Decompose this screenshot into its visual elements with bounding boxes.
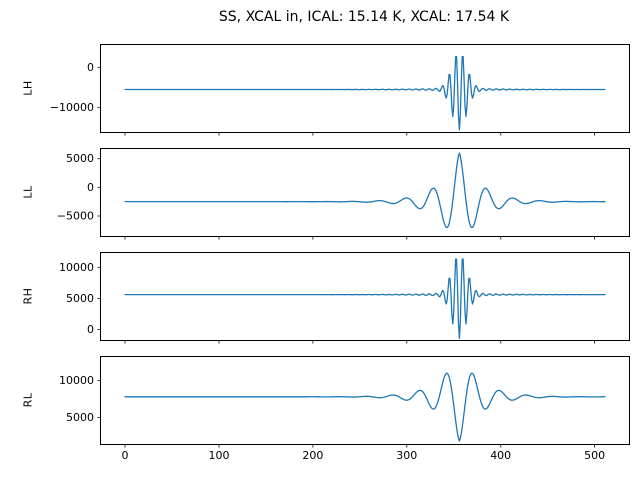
x-tick-label: 300 [396, 449, 417, 462]
waveform-line [124, 55, 606, 131]
x-tick-label: 200 [302, 449, 323, 462]
y-tick-label: 5000 [66, 411, 94, 424]
y-tick-label: −5000 [57, 210, 94, 223]
axes-ll: −5000 0 5000 [57, 148, 630, 240]
y-tick-label: 10000 [59, 261, 94, 274]
waveform-plot-rh: 0 5000 10000 [59, 258, 606, 344]
subplot-ll: LL −5000 0 5000 [0, 148, 640, 240]
axes-rl: 5000 10000 0 100 200 300 400 500 [59, 356, 630, 462]
subplot-lh: LH −10000 0 [0, 44, 640, 136]
y-axis-label-ll: LL [21, 184, 35, 199]
axes-lh: −10000 0 [50, 44, 630, 136]
y-tick-label: 5000 [66, 152, 94, 165]
x-tick-label: 400 [490, 449, 511, 462]
waveform-line [124, 372, 606, 442]
y-tick-label: −10000 [50, 101, 94, 114]
x-tick-label: 0 [122, 449, 129, 462]
x-tick-label: 500 [584, 449, 605, 462]
subplot-rl: RL 5000 10000 0 100 200 300 400 500 [0, 356, 640, 462]
axes-rh: 0 5000 10000 [59, 252, 630, 344]
waveform-plot-rl: 5000 10000 0 100 200 300 400 500 [59, 372, 606, 462]
waveform-line [124, 258, 606, 339]
figure-title: SS, XCAL in, ICAL: 15.14 K, XCAL: 17.54 … [218, 9, 510, 25]
y-tick-label: 0 [87, 181, 94, 194]
y-tick-label: 0 [87, 61, 94, 74]
y-tick-label: 10000 [59, 374, 94, 387]
x-tick-label: 100 [209, 449, 230, 462]
subplot-rh: RH 0 5000 10000 [0, 252, 640, 344]
waveform-plot-lh: −10000 0 [50, 55, 606, 136]
y-axis-label-rh: RH [21, 287, 35, 304]
y-axis-label-lh: LH [21, 79, 35, 96]
waveform-line [124, 152, 606, 229]
waveform-plot-ll: −5000 0 5000 [57, 152, 606, 240]
y-tick-label: 5000 [66, 292, 94, 305]
y-tick-label: 0 [87, 323, 94, 336]
y-axis-label-rl: RL [21, 392, 35, 407]
